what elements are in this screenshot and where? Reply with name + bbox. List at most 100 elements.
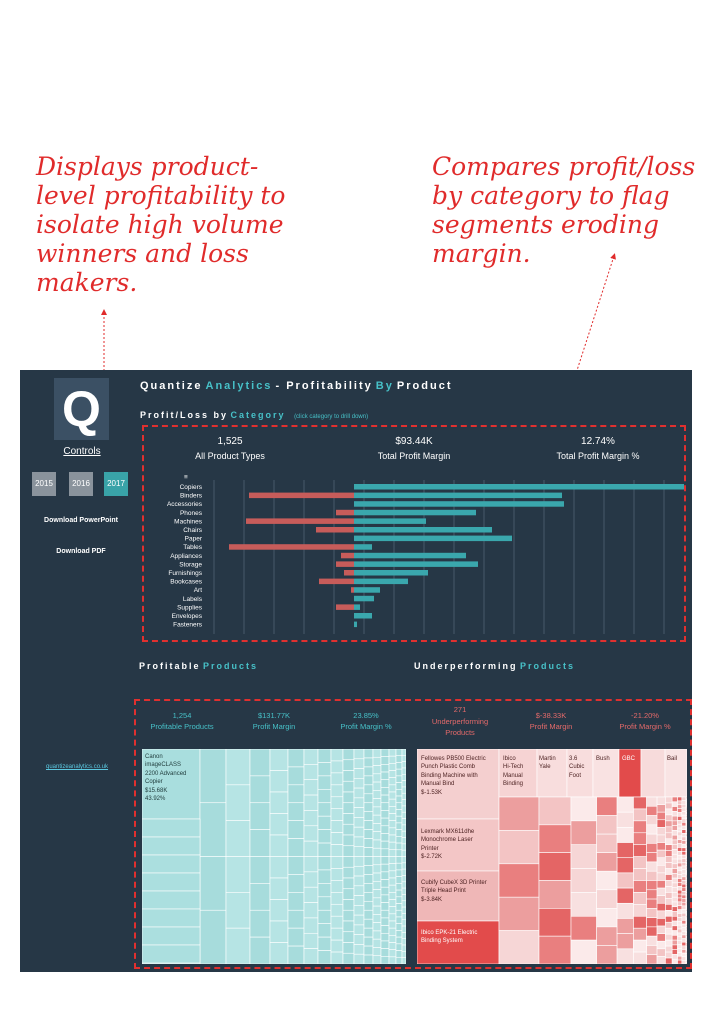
treemap-cell	[199, 856, 227, 911]
profitable-top-item[interactable]: Canon imageCLASS 2200 Advanced Copier $1…	[145, 754, 187, 803]
treemap-cell	[656, 796, 666, 805]
treemap-cell	[353, 875, 365, 887]
treemap-cell	[388, 942, 397, 950]
treemap-cell	[342, 759, 355, 771]
underperforming-item-lexmark[interactable]: Lexmark MX611dhe Monochrome Laser Printe…	[421, 829, 475, 861]
treemap-cell	[353, 807, 365, 818]
category-label: Furnishings	[168, 570, 202, 577]
underperforming-item-bail[interactable]: Bail	[667, 756, 678, 762]
treemap-cell	[656, 880, 666, 889]
underperforming-item-cubic-foot[interactable]: 3.6 Cubic Foot	[569, 756, 585, 779]
treemap-cell	[401, 900, 406, 908]
website-link[interactable]: quantizeanalytics.co.uk	[46, 764, 109, 770]
treemap-cell	[317, 923, 332, 938]
underperforming-treemap[interactable]: Fellowes PB500 Electric Punch Plastic Co…	[417, 749, 687, 964]
treemap-cell	[671, 958, 678, 964]
treemap-cell	[372, 781, 382, 791]
treemap-cell	[303, 871, 319, 888]
treemap-cell	[656, 956, 666, 964]
treemap-cell	[269, 942, 289, 964]
loss-bar	[336, 509, 354, 516]
treemap-cell	[656, 819, 666, 828]
treemap-cell	[380, 871, 390, 880]
underperforming-item-bush[interactable]: Bush	[596, 756, 610, 762]
highlight-box-bottom	[134, 699, 692, 969]
treemap-cell	[681, 858, 687, 863]
download-pdf-link[interactable]: Download PDF	[56, 548, 106, 555]
category-label: Storage	[179, 561, 202, 568]
profit-bar	[354, 501, 564, 507]
treemap-cell	[225, 749, 251, 786]
category-label: Paper	[185, 536, 203, 543]
treemap-cell	[363, 954, 374, 964]
treemap-cell	[363, 820, 374, 830]
profitable-margin-label: Profit Margin	[252, 722, 296, 731]
treemap-cell	[677, 893, 683, 899]
treemap-cell	[395, 950, 403, 958]
treemap-cell	[330, 915, 344, 929]
treemap-cell	[372, 947, 382, 957]
treemap-cell	[372, 905, 382, 915]
treemap-cell	[681, 876, 687, 881]
treemap-cell	[342, 856, 355, 868]
treemap-cell	[681, 825, 687, 830]
treemap-cell	[225, 856, 251, 893]
treemap-cell	[677, 858, 683, 864]
treemap-cell	[570, 892, 597, 917]
year-button-2016[interactable]: 2016	[69, 472, 93, 496]
treemap-cell	[380, 948, 390, 957]
treemap-cell	[671, 901, 678, 908]
treemap-cell	[330, 903, 344, 917]
treemap-cell	[388, 777, 397, 786]
treemap-cell	[677, 831, 683, 837]
treemap-cell	[269, 791, 289, 814]
profitable-treemap[interactable]: Canon imageCLASS 2200 Advanced Copier $1…	[142, 749, 406, 964]
treemap-cell	[363, 811, 374, 821]
treemap-cell	[287, 892, 305, 911]
treemap-cell	[681, 945, 687, 950]
year-button-2017[interactable]: 2017	[104, 472, 128, 496]
treemap-cell	[646, 852, 658, 863]
profit-bar	[354, 484, 684, 490]
treemap-cell	[665, 892, 673, 899]
treemap-cell	[671, 834, 678, 841]
treemap-cell	[353, 924, 365, 935]
underperforming-item-gbc[interactable]: GBC	[622, 756, 636, 762]
profit-loss-title-1: Profit/Loss by	[140, 410, 229, 420]
treemap-cell	[677, 808, 683, 813]
treemap-cell	[401, 881, 406, 889]
treemap-cell	[681, 869, 687, 874]
treemap-cell	[342, 813, 355, 825]
treemap-cell	[671, 930, 678, 936]
controls-label[interactable]: Controls	[63, 446, 101, 457]
treemap-cell	[363, 829, 374, 839]
year-button-2015[interactable]: 2015	[32, 472, 56, 496]
treemap-cell	[388, 913, 397, 922]
underperforming-item-fellowes[interactable]: Fellowes PB500 Electric Punch Plastic Co…	[421, 756, 486, 796]
treemap-cell	[677, 932, 683, 938]
underperforming-item-ibico-epk[interactable]: Ibico EPK-21 Electric Binding System	[421, 930, 478, 945]
treemap-cell	[633, 892, 647, 905]
treemap-cell	[269, 877, 289, 900]
kpi-product-types-value: 1,525	[217, 436, 243, 447]
treemap-cell	[677, 816, 683, 821]
treemap-cell	[388, 927, 397, 936]
underperforming-item-ibico-hitech[interactable]: Ibico Hi-Tech Manual Binding	[503, 756, 524, 788]
treemap-cell	[388, 784, 397, 793]
treemap-cell	[596, 908, 618, 928]
treemap-cell	[677, 952, 683, 957]
treemap-cell	[372, 955, 382, 964]
treemap-cell	[616, 887, 634, 904]
underperforming-item-cubify[interactable]: Cubify CubeX 3D Printer Triple Head Prin…	[421, 880, 487, 903]
treemap-cell	[596, 815, 618, 835]
underperforming-products-title: Underperforming Products	[414, 661, 575, 671]
treemap-cell	[353, 797, 365, 808]
treemap-cell	[225, 927, 251, 964]
treemap-cell	[671, 877, 678, 884]
download-powerpoint-link[interactable]: Download PowerPoint	[44, 517, 118, 524]
treemap-cell	[363, 766, 374, 777]
underperforming-item-martin-yale[interactable]: Martin Yale	[539, 756, 556, 771]
treemap-cell	[249, 829, 271, 857]
treemap-cell	[330, 760, 344, 774]
